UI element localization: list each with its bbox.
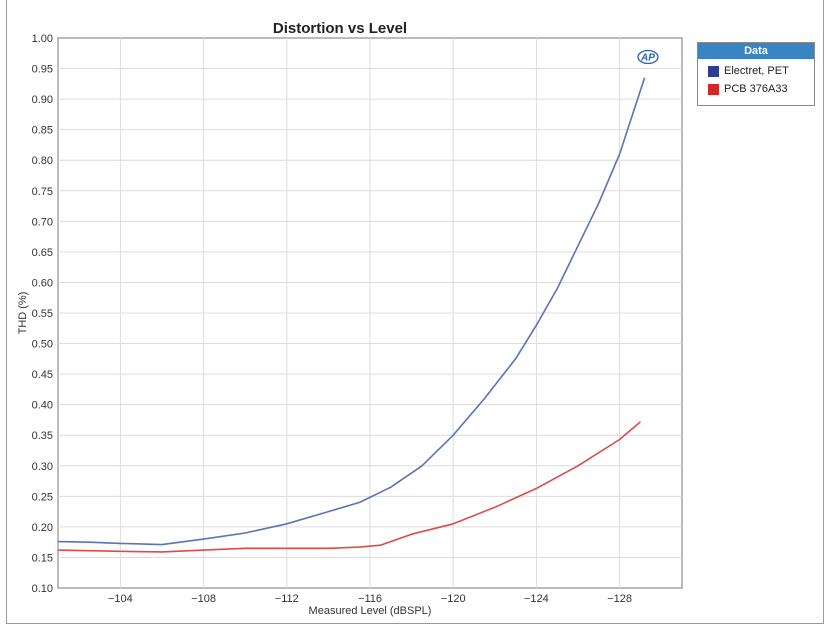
x-tick-label: −116	[358, 593, 382, 605]
y-tick-label: 1.00	[32, 33, 53, 45]
y-tick-label: 0.75	[32, 186, 53, 198]
x-tick-label: −128	[607, 593, 632, 605]
y-axis-label: THD (%)	[17, 292, 29, 335]
series-line-0	[57, 77, 646, 546]
legend-swatch-pcb	[708, 83, 719, 95]
chart-frame	[6, 0, 824, 624]
x-tick-label: −120	[441, 593, 466, 605]
y-tick-label: 0.55	[32, 308, 53, 320]
x-tick-label: −112	[275, 593, 299, 605]
legend-label-electret: Electret, PET	[724, 65, 789, 77]
legend-label-pcb: PCB 376A33	[724, 83, 788, 95]
x-axis-ticks: −104 −108 −112 −116 −120 −124 −128	[108, 593, 632, 605]
x-tick-label: −104	[108, 593, 133, 605]
y-tick-label: 0.70	[32, 216, 53, 228]
y-tick-label: 0.50	[32, 339, 53, 351]
y-tick-label: 0.10	[32, 583, 53, 595]
y-tick-label: 0.95	[32, 64, 53, 76]
y-tick-label: 0.65	[32, 247, 53, 259]
ap-logo-icon: AP	[637, 49, 659, 65]
x-tick-label: −124	[524, 593, 549, 605]
y-tick-label: 0.90	[32, 94, 53, 106]
y-tick-label: 0.60	[32, 277, 53, 289]
legend-item-electret[interactable]: Electret, PET	[708, 62, 814, 80]
series-lines	[57, 77, 646, 553]
chart-title: Distortion vs Level	[273, 20, 407, 37]
y-tick-label: 0.25	[32, 491, 53, 503]
grid-lines	[58, 38, 682, 588]
legend-header: Data	[698, 43, 814, 59]
y-tick-label: 0.30	[32, 461, 53, 473]
y-tick-label: 0.20	[32, 522, 53, 534]
legend: Data Electret, PET PCB 376A33	[697, 42, 815, 106]
y-tick-label: 0.80	[32, 155, 53, 167]
y-tick-label: 0.15	[32, 552, 53, 564]
y-tick-label: 0.45	[32, 369, 53, 381]
legend-swatch-electret	[708, 65, 719, 77]
series-line-1	[57, 421, 641, 553]
x-axis-label: Measured Level (dBSPL)	[309, 605, 432, 617]
svg-text:AP: AP	[640, 53, 655, 64]
legend-item-pcb[interactable]: PCB 376A33	[708, 80, 814, 98]
y-axis-ticks: 0.10 0.15 0.20 0.25 0.30 0.35 0.40 0.45 0.50 0.55…	[32, 33, 53, 595]
y-tick-label: 0.40	[32, 400, 53, 412]
x-tick-label: −108	[191, 593, 216, 605]
y-tick-label: 0.85	[32, 125, 53, 137]
y-tick-label: 0.35	[32, 430, 53, 442]
